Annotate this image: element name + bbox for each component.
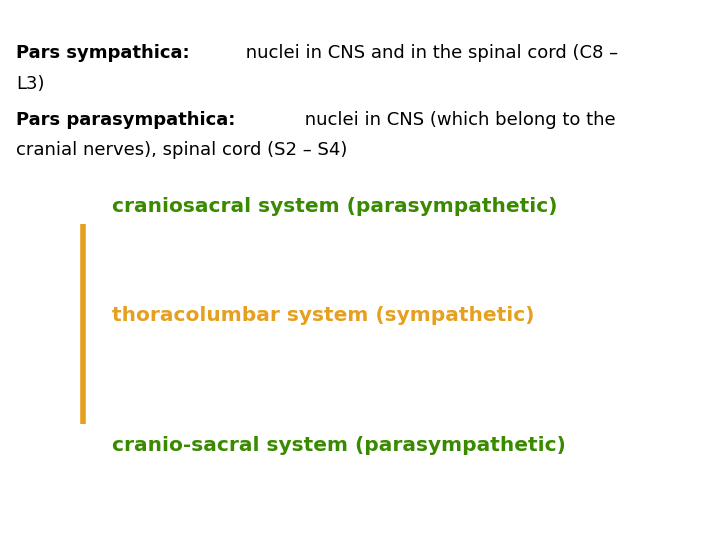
Text: nuclei in CNS (which belong to the: nuclei in CNS (which belong to the [299,111,616,129]
Text: cranio-sacral system (parasympathetic): cranio-sacral system (parasympathetic) [112,436,565,455]
Text: thoracolumbar system (sympathetic): thoracolumbar system (sympathetic) [112,306,534,326]
Text: L3): L3) [16,75,45,92]
Text: nuclei in CNS and in the spinal cord (C8 –: nuclei in CNS and in the spinal cord (C8… [240,44,618,62]
Text: Pars parasympathica:: Pars parasympathica: [16,111,235,129]
Text: Pars sympathica:: Pars sympathica: [16,44,189,62]
Text: cranial nerves), spinal cord (S2 – S4): cranial nerves), spinal cord (S2 – S4) [16,141,347,159]
Text: craniosacral system (parasympathetic): craniosacral system (parasympathetic) [112,197,557,216]
